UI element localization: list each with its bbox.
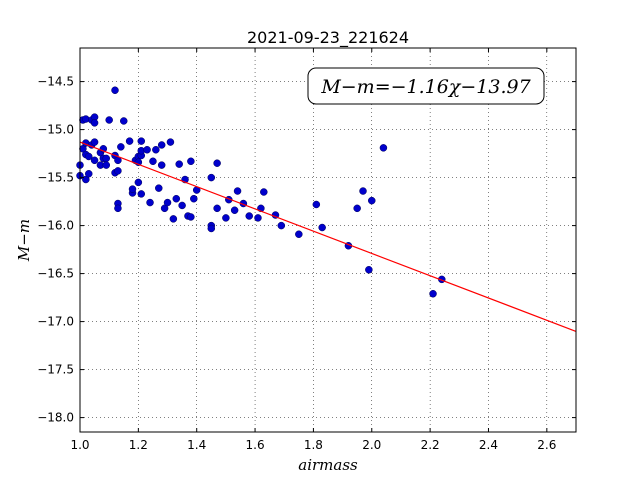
data-point bbox=[111, 86, 119, 94]
data-point bbox=[105, 116, 113, 124]
data-point bbox=[146, 198, 154, 207]
x-tick-label: 2.2 bbox=[421, 438, 440, 452]
data-point bbox=[379, 144, 388, 152]
fit-line bbox=[79, 141, 577, 332]
y-tick-label: −17.5 bbox=[37, 363, 74, 377]
y-tick-label: −16.5 bbox=[37, 267, 74, 281]
plot-frame bbox=[79, 47, 577, 433]
data-point bbox=[163, 198, 172, 207]
x-tick-label: 2.0 bbox=[362, 438, 381, 452]
data-point bbox=[429, 290, 437, 298]
data-point bbox=[90, 138, 99, 146]
data-point bbox=[120, 117, 128, 125]
x-tick-label: 2.6 bbox=[537, 438, 556, 452]
data-point bbox=[318, 223, 326, 232]
data-point bbox=[187, 157, 195, 166]
data-point bbox=[245, 212, 253, 220]
data-point bbox=[117, 143, 125, 151]
x-tick-label: 1.4 bbox=[187, 438, 206, 452]
data-point bbox=[365, 266, 373, 274]
data-point bbox=[114, 167, 122, 175]
data-point bbox=[149, 157, 157, 166]
data-point bbox=[137, 137, 146, 145]
data-point bbox=[114, 204, 122, 213]
data-point bbox=[222, 214, 230, 222]
data-point bbox=[90, 156, 99, 165]
x-tick-label: 2.4 bbox=[479, 438, 498, 452]
y-tick-label: −16.0 bbox=[37, 219, 74, 233]
data-point bbox=[102, 154, 111, 163]
fit-annotation-box bbox=[307, 67, 545, 105]
data-point bbox=[254, 214, 262, 222]
y-tick-label: −14.5 bbox=[37, 75, 74, 89]
x-tick-label: 1.0 bbox=[70, 438, 89, 452]
y-tick-label: −15.0 bbox=[37, 123, 74, 137]
data-point bbox=[125, 137, 134, 145]
data-point bbox=[207, 224, 216, 233]
data-point bbox=[295, 230, 303, 238]
grid bbox=[79, 48, 576, 432]
data-point bbox=[187, 213, 195, 221]
y-tick-label: −18.0 bbox=[37, 411, 74, 425]
data-point bbox=[90, 119, 99, 127]
data-point bbox=[230, 206, 239, 214]
data-point bbox=[213, 204, 221, 213]
data-point bbox=[260, 188, 268, 196]
plot-background bbox=[80, 48, 576, 432]
x-tick-label: 1.2 bbox=[129, 438, 148, 452]
data-point bbox=[152, 146, 160, 154]
data-point bbox=[128, 185, 137, 193]
data-point bbox=[143, 146, 151, 154]
y-tick-label: −15.5 bbox=[37, 171, 74, 185]
data-layer bbox=[76, 86, 577, 332]
x-axis-label: airmass bbox=[298, 456, 358, 474]
ticks: 1.0 1.2 1.4 1.6 1.8 2.0 2.2 2.4 2.6 −14.5 −15.0 −15… bbox=[37, 48, 576, 452]
y-axis-label: M−m bbox=[15, 219, 33, 262]
data-point bbox=[178, 201, 186, 210]
data-point bbox=[155, 184, 163, 192]
data-point bbox=[277, 221, 286, 230]
data-point bbox=[190, 194, 198, 203]
data-point bbox=[102, 161, 111, 169]
data-point bbox=[312, 200, 321, 209]
data-point bbox=[359, 187, 367, 195]
data-point bbox=[233, 187, 242, 195]
data-point bbox=[169, 215, 178, 223]
data-point bbox=[166, 138, 175, 146]
x-tick-label: 1.8 bbox=[304, 438, 323, 452]
chart-title: 2021-09-23_221624 bbox=[247, 28, 409, 48]
data-point bbox=[172, 194, 181, 203]
data-point bbox=[207, 173, 216, 182]
data-point bbox=[85, 152, 93, 161]
data-point bbox=[137, 190, 146, 198]
data-point bbox=[134, 178, 143, 187]
y-tick-label: −17.0 bbox=[37, 315, 74, 329]
data-point bbox=[175, 160, 183, 168]
data-point bbox=[353, 204, 361, 213]
data-point bbox=[368, 196, 376, 205]
data-point bbox=[213, 159, 221, 167]
data-point bbox=[157, 141, 166, 149]
data-point bbox=[157, 161, 166, 169]
fit-annotation-text: M−m=−1.16χ−13.97 bbox=[320, 76, 531, 98]
fit-annotation: M−m=−1.16χ−13.97 bbox=[307, 67, 545, 105]
data-point bbox=[85, 170, 93, 178]
x-tick-label: 1.6 bbox=[246, 438, 265, 452]
